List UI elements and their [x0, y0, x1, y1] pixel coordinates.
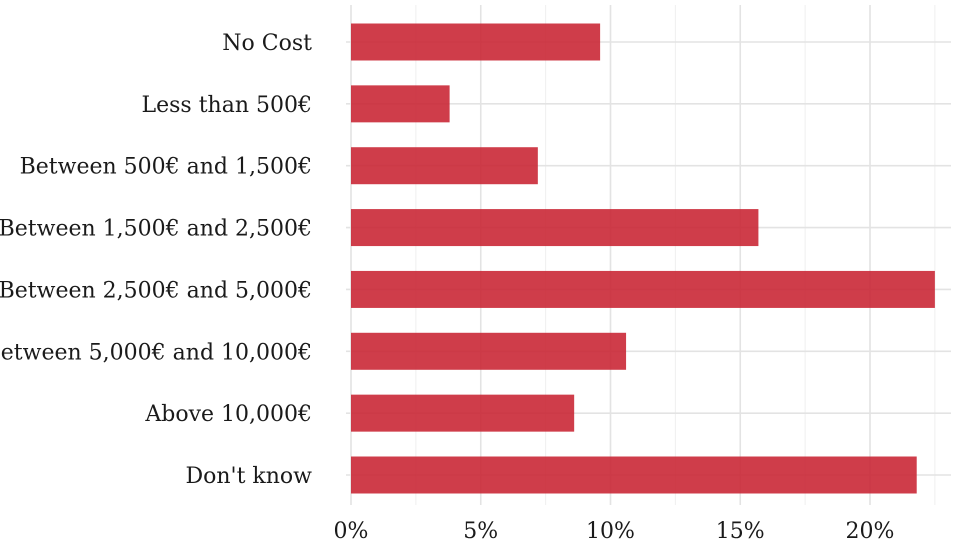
category-label: No Cost: [222, 31, 312, 56]
bar: [351, 270, 935, 308]
category-label: Between 1,500€ and 2,500€: [0, 217, 312, 242]
x-tick-labels: 0% 5% 10% 15% 20%: [334, 519, 895, 544]
bar: [351, 85, 450, 123]
bar: [351, 147, 538, 185]
category-label: Between 2,500€ and 5,000€: [0, 278, 312, 303]
x-tick-label: 5%: [463, 519, 498, 544]
category-label: Less than 500€: [142, 93, 312, 118]
bar: [351, 394, 575, 432]
bar: [351, 332, 627, 370]
x-tick-label: 0%: [334, 519, 369, 544]
category-labels: No Cost Less than 500€ Between 500€ and 1,…: [0, 31, 312, 489]
bar: [351, 209, 759, 247]
category-label: Between 500€ and 1,500€: [20, 155, 312, 180]
bar-layer: [351, 23, 935, 494]
bar: [351, 456, 917, 494]
x-tick-label: 15%: [716, 519, 765, 544]
category-label: Don't know: [185, 464, 312, 489]
category-label: Above 10,000€: [144, 402, 312, 427]
bar: [351, 23, 601, 61]
category-label: Between 5,000€ and 10,000€: [0, 340, 312, 365]
x-tick-label: 20%: [846, 519, 895, 544]
x-tick-label: 10%: [586, 519, 635, 544]
